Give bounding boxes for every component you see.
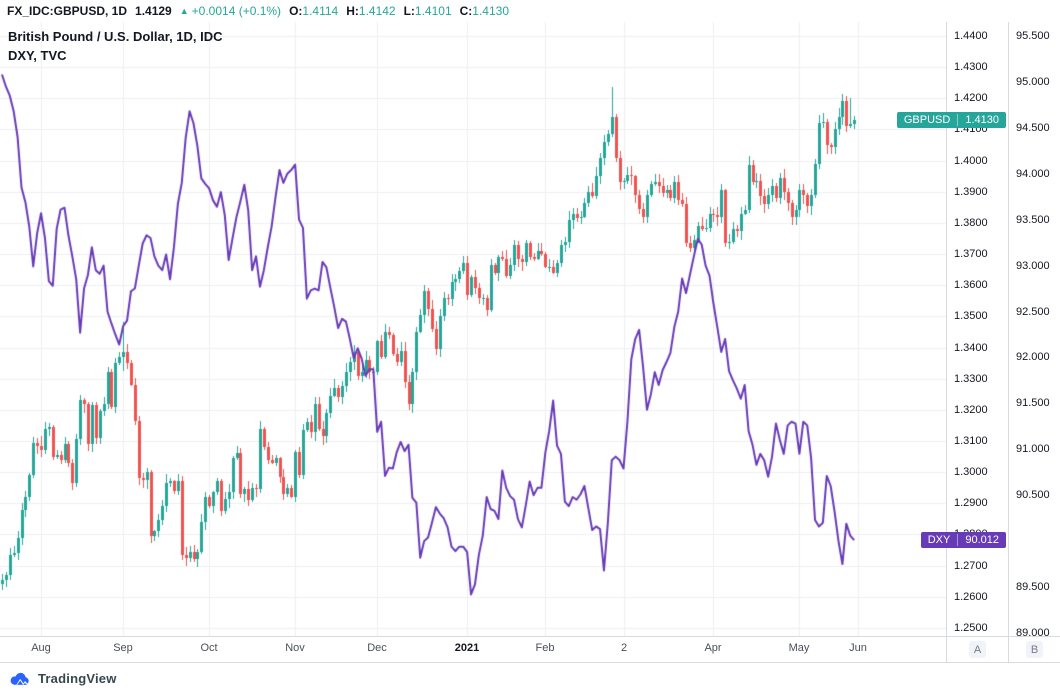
- time-axis-label: Nov: [285, 642, 305, 654]
- price-tick-label: 94.500: [1016, 122, 1050, 134]
- price-tick-label: 1.2500: [954, 622, 988, 634]
- price-tick-label: 92.500: [1016, 306, 1050, 318]
- price-tick-label: 94.000: [1016, 168, 1050, 180]
- time-axis-label: Oct: [200, 642, 218, 654]
- price-tick-label: 89.500: [1016, 581, 1050, 593]
- ohlc-high: H:1.4142: [346, 4, 396, 18]
- price-tick-label: 1.4400: [954, 30, 988, 42]
- time-axis-label: May: [788, 642, 810, 654]
- price-tick-label: 91.500: [1016, 397, 1050, 409]
- dxy-badge-value: 90.012: [957, 534, 1006, 546]
- gbpusd-badge-name: GBPUSD: [903, 114, 951, 126]
- ohlc-values: O:1.4114 H:1.4142 L:1.4101 C:1.4130: [289, 4, 509, 18]
- dxy-badge-name: DXY: [927, 534, 951, 546]
- price-tick-label: 89.000: [1016, 627, 1050, 639]
- price-tick-label: 93.500: [1016, 214, 1050, 226]
- time-axis-label: Sep: [113, 642, 133, 654]
- tradingview-logo-text: TradingView: [38, 671, 117, 686]
- symbol-info-bar: FX_IDC:GBPUSD, 1D 1.4129 ▲ +0.0014 (+0.1%…: [0, 0, 1060, 22]
- series-legend-gbpusd[interactable]: British Pound / U.S. Dollar, 1D, IDC: [8, 29, 223, 44]
- price-tick-label: 1.3700: [954, 248, 988, 260]
- price-tick-label: 1.3300: [954, 373, 988, 385]
- time-axis[interactable]: Aug Sep Oct Nov Dec 2021 Feb 2 Apr May Jun A B: [0, 636, 1060, 662]
- up-arrow-icon: ▲: [179, 6, 189, 16]
- change-value: +0.0014 (+0.1%): [191, 4, 282, 18]
- chart-legend: British Pound / U.S. Dollar, 1D, IDC DXY…: [8, 27, 223, 65]
- auto-scale-button-b[interactable]: B: [1026, 641, 1043, 658]
- price-tick-label: 1.2700: [954, 560, 988, 572]
- price-change: ▲ +0.0014 (+0.1%): [180, 4, 281, 18]
- ohlc-low: L:1.4101: [403, 4, 452, 18]
- price-tick-label: 1.3000: [954, 466, 988, 478]
- price-tick-label: 93.000: [1016, 260, 1050, 272]
- last-price: 1.4129: [135, 4, 172, 18]
- price-tick-label: 1.3600: [954, 279, 988, 291]
- scale-gbp-footer: A: [946, 637, 1008, 662]
- ohlc-open: O:1.4114: [289, 4, 339, 18]
- bottom-toolbar: TradingView: [0, 662, 1060, 694]
- time-labels: Aug Sep Oct Nov Dec 2021 Feb 2 Apr May Jun: [0, 637, 946, 662]
- price-tick-label: 1.3900: [954, 186, 988, 198]
- price-tick-label: 91.000: [1016, 443, 1050, 455]
- price-tick-label: 1.3500: [954, 310, 988, 322]
- time-axis-label: 2021: [454, 642, 480, 654]
- tradingview-logo[interactable]: TradingView: [9, 671, 117, 687]
- price-tick-label: 1.4200: [954, 92, 988, 104]
- price-tick-label: 1.4300: [954, 61, 988, 73]
- price-tick-label: 95.000: [1016, 76, 1050, 88]
- price-tick-label: 1.2900: [954, 497, 988, 509]
- price-tick-label: 95.500: [1016, 30, 1050, 42]
- time-axis-label: Feb: [535, 642, 555, 654]
- price-tick-label: 90.500: [1016, 489, 1050, 501]
- price-tick-label: 1.3800: [954, 217, 988, 229]
- gbpusd-price-badge[interactable]: GBPUSD 1.4130: [896, 112, 1006, 128]
- dxy-price-badge[interactable]: DXY 90.012: [920, 532, 1006, 548]
- price-tick-label: 92.000: [1016, 351, 1050, 363]
- series-legend-dxy[interactable]: DXY, TVC: [8, 48, 67, 63]
- price-tick-label: 1.2600: [954, 591, 988, 603]
- price-tick-label: 1.3100: [954, 435, 988, 447]
- price-tick-label: 1.3400: [954, 342, 988, 354]
- time-axis-label: Jun: [849, 642, 867, 654]
- symbol-title[interactable]: FX_IDC:GBPUSD, 1D: [7, 4, 128, 18]
- time-axis-label: Dec: [367, 642, 387, 654]
- scale-dxy-footer: B: [1008, 637, 1060, 662]
- time-axis-label: Apr: [704, 642, 722, 654]
- time-axis-label: 2: [620, 642, 628, 654]
- time-axis-label: Aug: [31, 642, 51, 654]
- tradingview-logo-icon: [10, 672, 29, 685]
- chart-canvas[interactable]: [0, 22, 946, 636]
- gbpusd-badge-value: 1.4130: [957, 114, 1006, 126]
- price-tick-label: 1.4000: [954, 155, 988, 167]
- chart-main-area: British Pound / U.S. Dollar, 1D, IDC DXY…: [0, 22, 1060, 639]
- price-tick-label: 1.3200: [954, 404, 988, 416]
- chart-plot-area[interactable]: British Pound / U.S. Dollar, 1D, IDC DXY…: [0, 22, 946, 636]
- price-scale-dxy[interactable]: 95.500 95.000 94.500 94.000 93.500 93.000 92.5…: [1008, 22, 1060, 639]
- auto-scale-button-a[interactable]: A: [969, 641, 986, 658]
- ohlc-close: C:1.4130: [459, 4, 509, 18]
